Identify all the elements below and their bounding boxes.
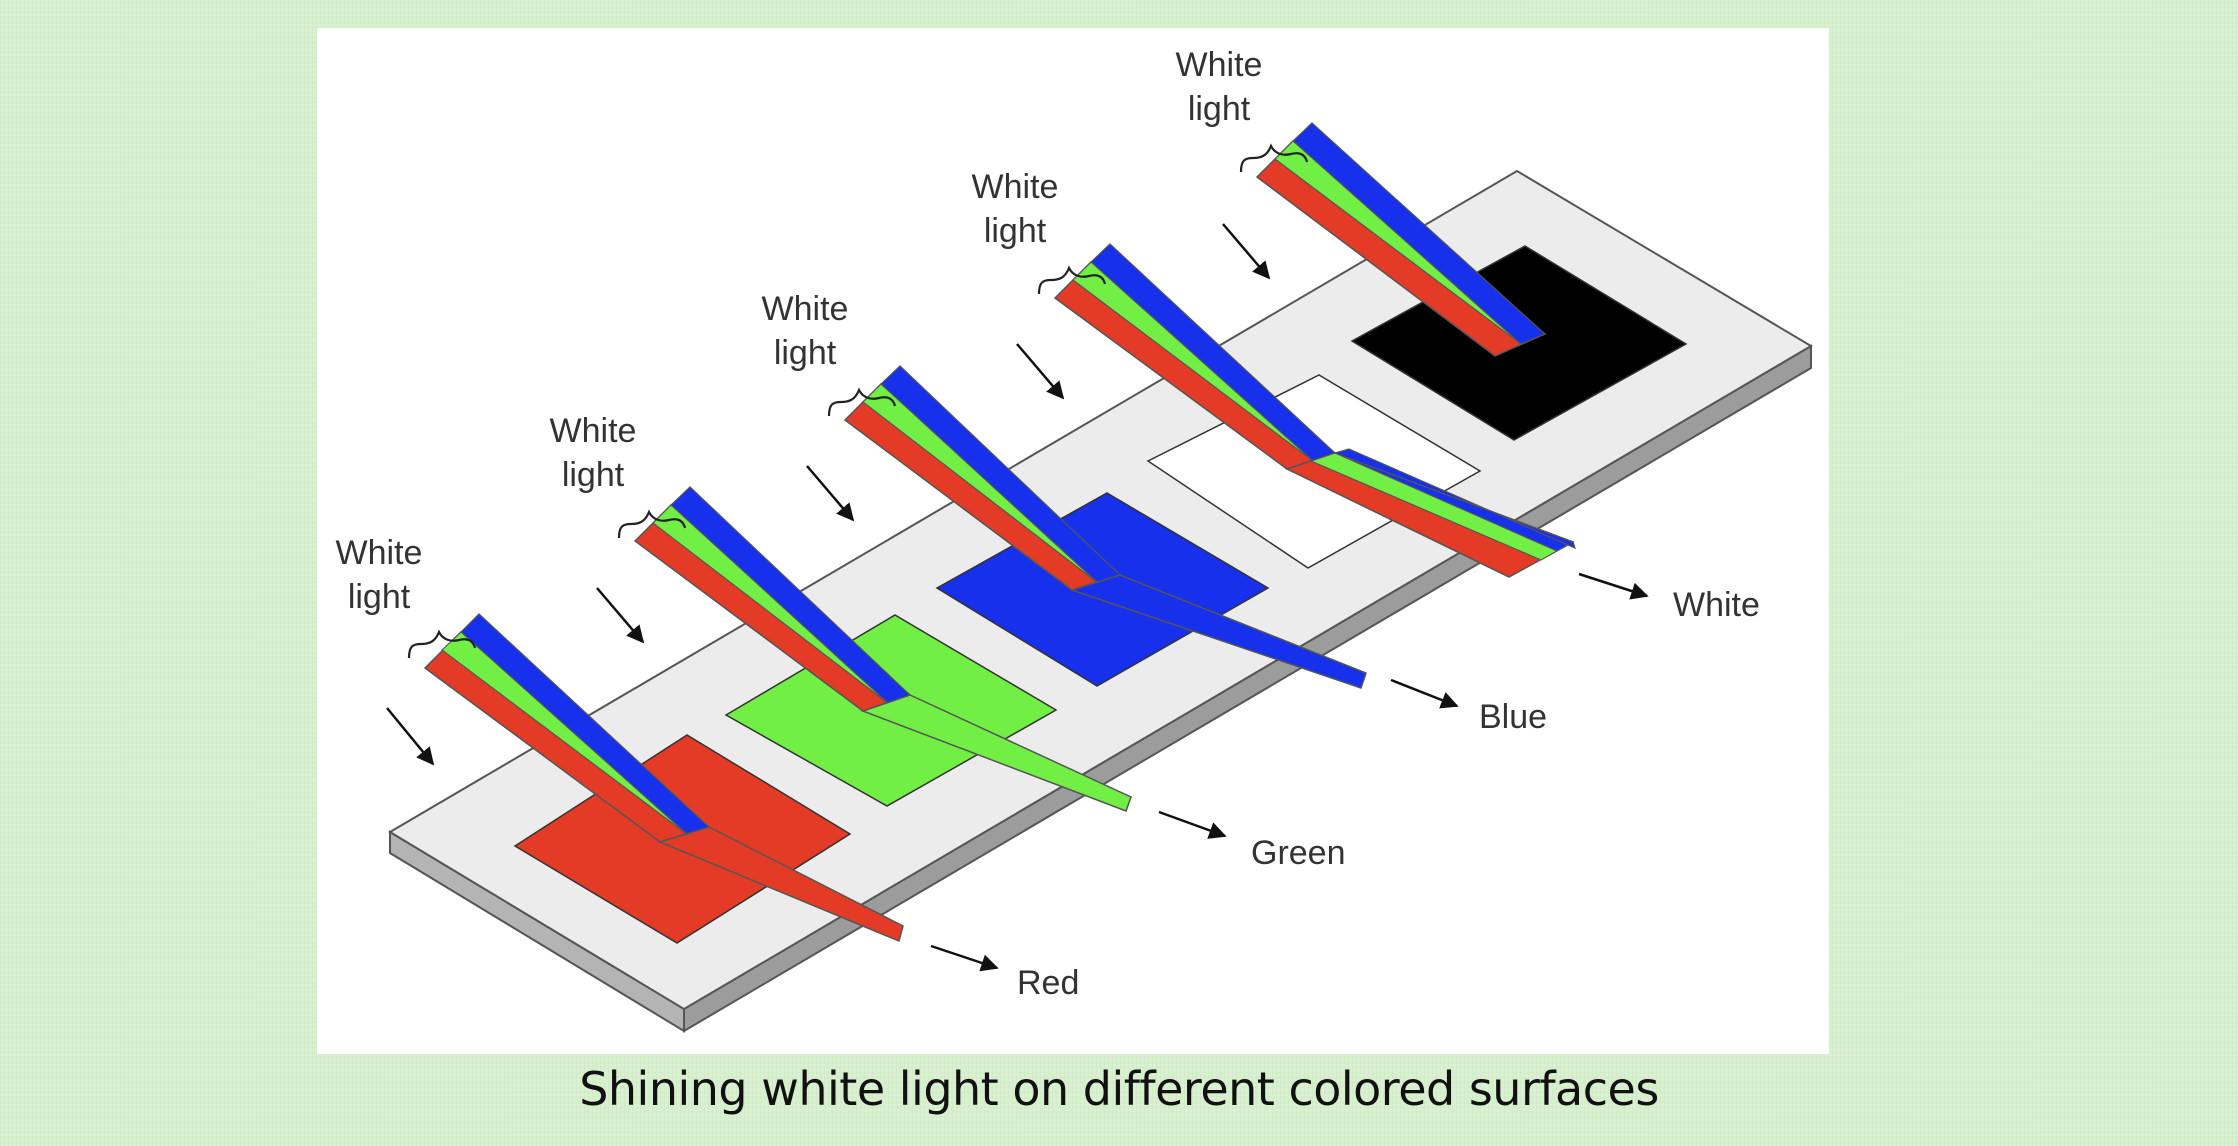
brace (1037, 265, 1107, 295)
incident-arrow (386, 707, 435, 766)
output-arrows (930, 572, 1649, 972)
beam-group-green (633, 486, 1132, 812)
light-reflection-diagram: White light White light White light Whit… (336, 46, 1813, 1033)
reflected-beam (657, 826, 904, 943)
figure-caption: Shining white light on different colored… (579, 1062, 1659, 1116)
beam-braces (407, 143, 1309, 659)
output-arrow (930, 944, 999, 972)
brace (1239, 143, 1309, 173)
incident-arrow (596, 587, 645, 644)
reflected-beam-tip (1333, 448, 1576, 550)
incident-arrows (386, 223, 1271, 766)
white-light-label: light (774, 334, 837, 372)
incident-beam (1292, 122, 1547, 345)
white-light-label: White (762, 290, 849, 328)
incident-arrow (1016, 343, 1065, 400)
brace (407, 629, 477, 659)
white-light-label: light (984, 212, 1047, 250)
output-arrow (1158, 810, 1227, 839)
output-label-green: Green (1251, 834, 1346, 872)
beams (423, 122, 1576, 943)
incident-arrow (1222, 223, 1271, 280)
output-label-blue: Blue (1479, 698, 1547, 736)
white-light-label: light (348, 578, 411, 616)
beam-group-black (1255, 122, 1547, 357)
output-arrow (1578, 572, 1649, 600)
white-light-label: White (336, 534, 423, 572)
output-arrow (1390, 678, 1459, 709)
output-label-red: Red (1017, 964, 1079, 1002)
reflected-beam (860, 694, 1132, 812)
white-light-label: light (562, 456, 625, 494)
brace (827, 387, 897, 417)
beam-group-white (1053, 243, 1576, 578)
brace (617, 509, 687, 539)
reflected-beam (1069, 574, 1367, 689)
incident-arrow (806, 465, 855, 522)
diagram-figure: White light White light White light Whit… (317, 28, 1829, 1054)
white-light-label: light (1188, 90, 1251, 128)
white-light-label: White (550, 412, 637, 450)
white-light-label: White (1176, 46, 1263, 84)
beam-group-blue (843, 365, 1367, 689)
output-label-white: White (1673, 586, 1760, 624)
white-light-label: White (972, 168, 1059, 206)
beam-group-red (423, 613, 904, 943)
